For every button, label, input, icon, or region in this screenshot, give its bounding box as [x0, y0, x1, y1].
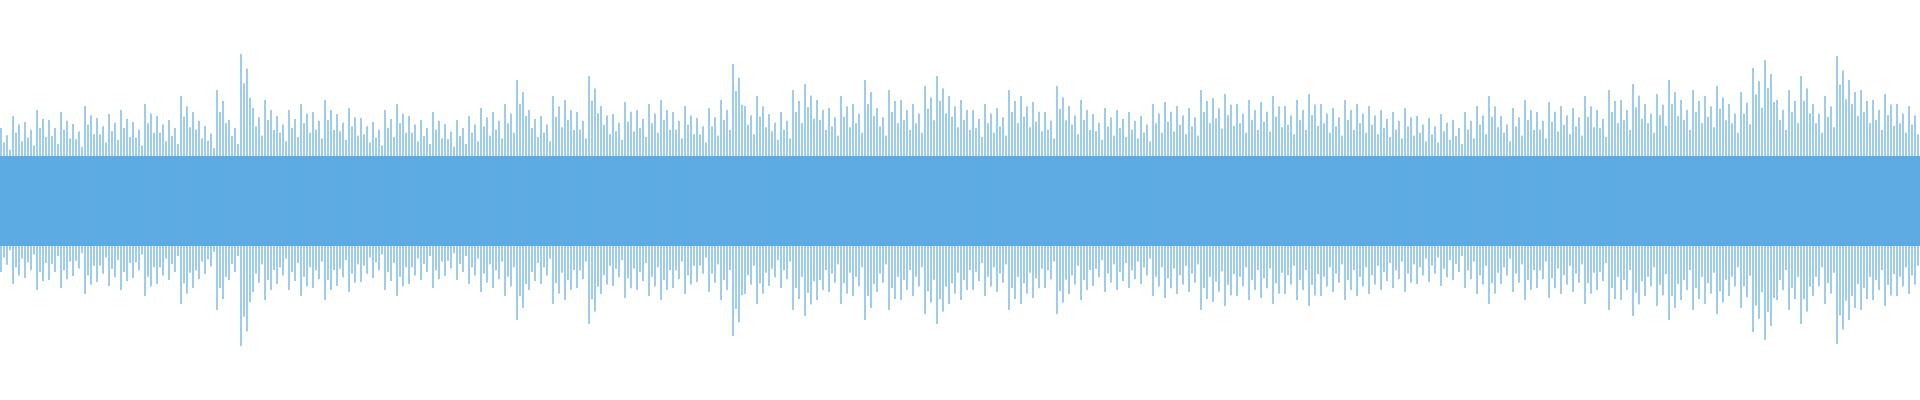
- waveform-core: [0, 156, 1920, 246]
